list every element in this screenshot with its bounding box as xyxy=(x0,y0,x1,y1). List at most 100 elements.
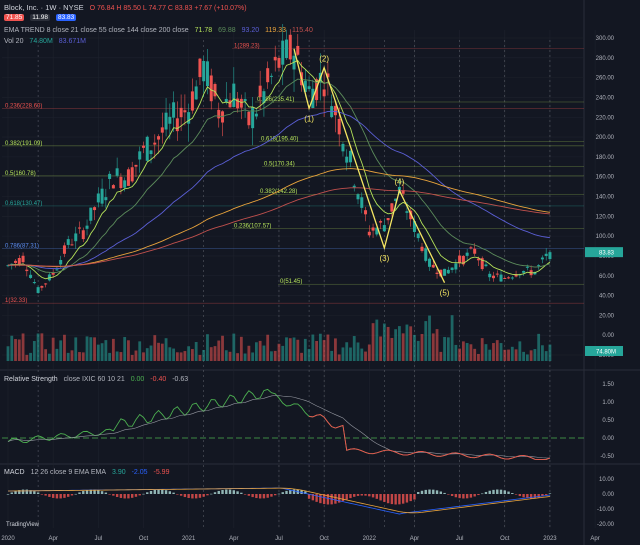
symbol-title[interactable]: Block, Inc. · 1W · NYSE xyxy=(4,3,84,12)
rs-legend[interactable]: Relative Strength close IXIC 60 10 21 0.… xyxy=(4,376,192,383)
macd-value-2: -2.05 xyxy=(131,469,148,476)
volume-bar xyxy=(115,351,119,361)
price-tick-label: 300.00 xyxy=(596,36,615,42)
candle-body xyxy=(428,258,432,267)
last-price-tag xyxy=(585,247,623,258)
volume-bar xyxy=(537,333,541,361)
macd-histogram-bar xyxy=(304,491,307,494)
macd-histogram-bar xyxy=(311,494,315,501)
ema21-value: 69.88 xyxy=(218,27,236,34)
macd-histogram-bar xyxy=(217,490,220,494)
volume-bar xyxy=(191,349,194,361)
elliott-wave-label: (5) xyxy=(440,289,450,298)
tradingview-logo[interactable]: TradingView xyxy=(6,522,39,528)
volume-bar xyxy=(405,324,409,361)
candle-body xyxy=(443,268,447,276)
macd-histogram-bar xyxy=(450,494,454,496)
candle-body xyxy=(258,85,262,97)
volume-bar xyxy=(134,350,138,361)
volume-bar xyxy=(544,351,548,361)
volume-bar xyxy=(413,334,416,361)
candle-body xyxy=(484,264,488,267)
candle-body xyxy=(454,263,458,270)
candle-body xyxy=(168,116,172,124)
candle-body xyxy=(32,282,36,284)
ask-price[interactable]: 83.83 xyxy=(55,14,77,21)
candle-body xyxy=(420,246,424,251)
candle-body xyxy=(522,270,526,273)
macd-legend[interactable]: MACD 12 26 close 9 EMA EMA 3.90 -2.05 -5… xyxy=(4,469,173,476)
candle-body xyxy=(209,75,213,102)
volume-bar xyxy=(318,333,322,361)
macd-histogram-bar xyxy=(413,494,416,500)
candle-body xyxy=(386,218,390,221)
volume-bar xyxy=(66,352,70,361)
volume-bar xyxy=(345,342,349,361)
volume-bar xyxy=(157,342,160,361)
time-tick-label: 2023 xyxy=(543,536,557,542)
macd-histogram-bar xyxy=(6,494,10,495)
macd-histogram-bar xyxy=(364,494,367,496)
volume-legend[interactable]: Vol 20 74.80M 83.671M xyxy=(4,38,90,45)
candle-body xyxy=(202,60,206,82)
volume-bar xyxy=(168,347,172,361)
price-tick-label: 0.00 xyxy=(602,333,614,339)
macd-value-3: -5.99 xyxy=(153,469,170,476)
candle-body xyxy=(232,83,236,107)
macd-histogram-bar xyxy=(258,494,262,499)
candle-body xyxy=(266,68,270,83)
ohlc-values: O 76.84 H 85.50 L 74.77 C 83.83 +7.67 (+… xyxy=(89,5,247,12)
elliott-wave-path xyxy=(293,48,446,283)
candle-body xyxy=(217,109,221,119)
volume-bar xyxy=(303,338,307,361)
macd-histogram-bar xyxy=(326,494,330,505)
volume-bar xyxy=(74,337,78,361)
candle-body xyxy=(322,89,326,97)
macd-tick-label: 10.00 xyxy=(599,477,615,483)
volume-bar xyxy=(29,352,32,361)
macd-histogram-bar xyxy=(221,489,224,494)
ema200-value: 115.40 xyxy=(291,27,313,34)
candle-body xyxy=(288,34,292,60)
time-tick-label: Oct xyxy=(319,536,329,542)
macd-histogram-bar xyxy=(93,489,96,494)
spread-value: 11.98 xyxy=(30,14,51,21)
volume-bar xyxy=(70,350,74,361)
bid-price[interactable]: 71.85 xyxy=(4,14,25,21)
candle-body xyxy=(100,188,104,204)
candle-body xyxy=(17,258,21,266)
macd-histogram-bar xyxy=(432,489,435,494)
time-tick-label: Apr xyxy=(410,536,419,542)
volume-bar xyxy=(254,342,258,361)
candle-body xyxy=(21,255,25,263)
volume-bar xyxy=(525,354,529,361)
candle-body xyxy=(507,277,511,279)
macd-histogram-bar xyxy=(518,494,522,497)
volume-tag xyxy=(585,346,623,356)
macd-histogram-bar xyxy=(202,494,205,497)
macd-histogram-bar xyxy=(439,491,443,494)
candle-body xyxy=(525,266,529,268)
volume-bar xyxy=(160,343,164,361)
volume-bar xyxy=(375,319,379,361)
ema-legend[interactable]: EMA TREND 8 close 21 close 55 close 144 … xyxy=(4,27,317,34)
rs-value-1: 0.00 xyxy=(130,376,145,383)
rs-negative-line xyxy=(309,414,551,461)
volume-bar xyxy=(78,352,81,361)
candle-body xyxy=(247,111,251,126)
volume-bar xyxy=(349,347,352,361)
macd-histogram-bar xyxy=(161,489,164,494)
price-tick-label: 40.00 xyxy=(599,294,615,300)
volume-bar xyxy=(153,335,157,361)
candle-body xyxy=(503,278,507,280)
fib-level-label: 0.618(130.47) xyxy=(5,201,42,207)
volume-bar xyxy=(337,354,341,361)
volume-bar xyxy=(96,344,100,361)
macd-histogram-bar xyxy=(149,490,153,494)
macd-tick-label: -20.00 xyxy=(597,522,615,528)
volume-bar xyxy=(175,352,179,361)
macd-histogram-bar xyxy=(225,489,228,494)
macd-histogram-bar xyxy=(198,494,202,498)
macd-histogram-bar xyxy=(398,494,401,505)
